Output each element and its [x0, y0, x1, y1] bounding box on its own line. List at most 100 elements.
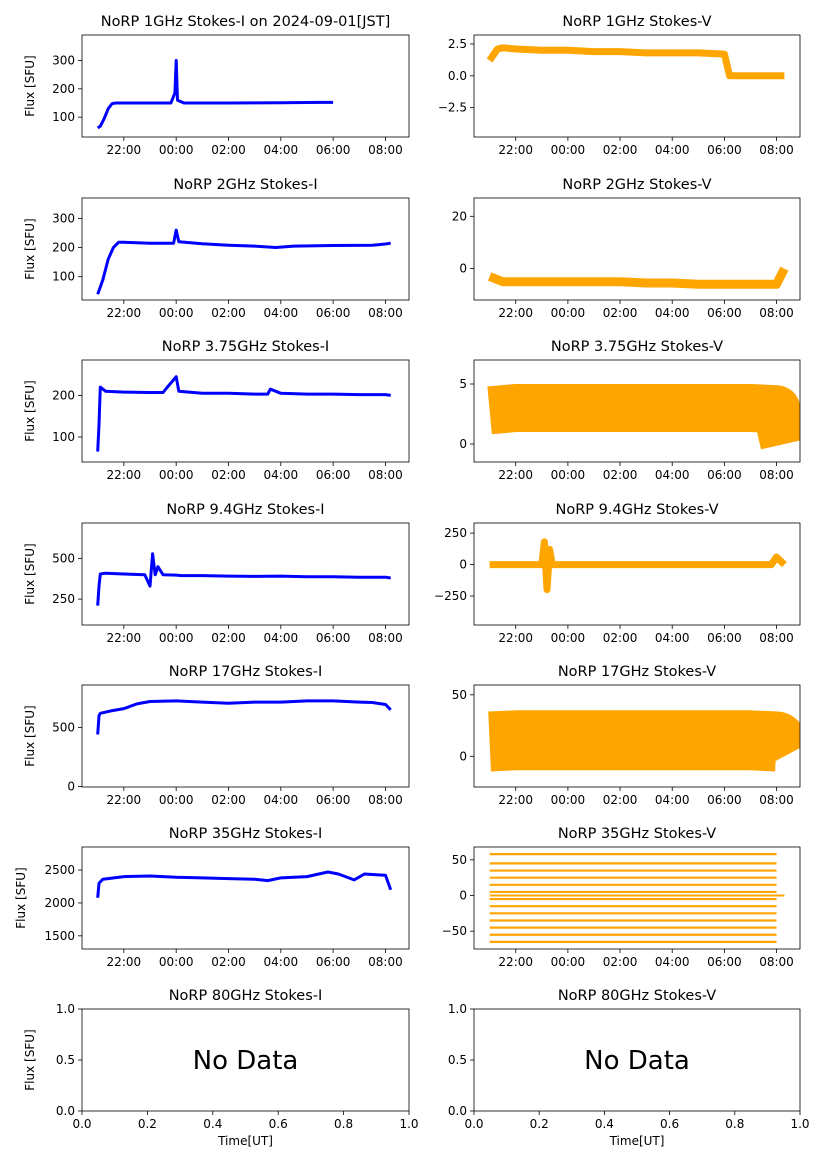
- axes-frame: [473, 684, 801, 788]
- x-tick-label: 06:00: [316, 793, 351, 807]
- panel-11: NoRP 35GHz Stokes-I 22:00 00:00 02:00 04:00 0…: [14, 826, 410, 969]
- x-tick-label: 08:00: [368, 955, 403, 969]
- x-tick-label: 00:00: [551, 468, 586, 482]
- x-tick-label: 02:00: [603, 143, 638, 157]
- no-data-label: No Data: [193, 1046, 299, 1076]
- panel-13: NoRP 80GHz Stokes-I 0.0 0.2 0.4 0.6 0.8 1.0 0.0…: [23, 988, 419, 1148]
- x-tick-label: 00:00: [159, 955, 194, 969]
- x-tick-label: 08:00: [368, 631, 403, 645]
- x-tick-label: 06:00: [316, 955, 351, 969]
- x-tick-label: 04:00: [264, 306, 299, 320]
- data-line: [485, 710, 800, 772]
- panel-5: NoRP 3.75GHz Stokes-I 22:00 00:00 02:00 04:0…: [23, 339, 410, 482]
- y-tick-label: 1500: [44, 929, 75, 943]
- panel-title: NoRP 35GHz Stokes-I: [169, 826, 323, 842]
- y-axis-label: Flux [SFU]: [23, 55, 37, 116]
- x-tick-label: 04:00: [655, 955, 690, 969]
- axes-frame: [473, 34, 801, 138]
- panel-12: NoRP 35GHz Stokes-V 22:00 00:00 02:00 04:00 0…: [442, 826, 801, 969]
- y-tick-label: 50: [452, 688, 467, 702]
- x-tick-label: 00:00: [551, 143, 586, 157]
- x-tick-label: 00:00: [159, 468, 194, 482]
- panel-title: NoRP 3.75GHz Stokes-V: [551, 339, 723, 355]
- axes-frame: [473, 359, 801, 463]
- panel-title: NoRP 2GHz Stokes-I: [173, 177, 317, 193]
- x-tick-label: 08:00: [759, 306, 794, 320]
- panel-7: NoRP 9.4GHz Stokes-I 22:00 00:00 02:00 04:00…: [23, 502, 410, 645]
- x-tick-label: 08:00: [759, 468, 794, 482]
- y-tick-label: 0.0: [448, 1104, 467, 1118]
- x-tick-label: 1.0: [790, 1117, 809, 1131]
- y-tick-label: 0.5: [448, 1053, 467, 1067]
- panel-title: NoRP 35GHz Stokes-V: [558, 826, 716, 842]
- x-tick-label: 04:00: [655, 306, 690, 320]
- x-axis-label: Time[UT]: [217, 1134, 273, 1148]
- axes-frame: [81, 684, 410, 788]
- panel-title: NoRP 17GHz Stokes-I: [169, 664, 323, 680]
- panel-1: NoRP 1GHz Stokes-I on 2024-09-01[JST] 22:…: [23, 14, 410, 157]
- panel-8: NoRP 9.4GHz Stokes-V 22:00 00:00 02:00 04:00…: [434, 502, 801, 645]
- y-tick-label: 0: [459, 749, 467, 763]
- x-tick-label: 1.0: [399, 1117, 418, 1131]
- panel-title: NoRP 1GHz Stokes-I on 2024-09-01[JST]: [101, 14, 391, 30]
- x-tick-label: 04:00: [264, 955, 299, 969]
- x-tick-label: 00:00: [551, 955, 586, 969]
- axes-frame: [81, 522, 410, 626]
- x-tick-label: 22:00: [107, 468, 142, 482]
- y-tick-label: 0: [67, 779, 75, 793]
- data-line: [96, 870, 393, 898]
- x-tick-label: 02:00: [211, 793, 246, 807]
- y-tick-label: 0: [459, 889, 467, 903]
- panel-3: NoRP 2GHz Stokes-I 22:00 00:00 02:00 04:00 06…: [23, 177, 410, 320]
- data-line: [487, 384, 800, 450]
- x-tick-label: 22:00: [498, 793, 533, 807]
- x-tick-label: 00:00: [159, 793, 194, 807]
- data-line: [96, 552, 391, 606]
- x-tick-label: 02:00: [603, 631, 638, 645]
- y-tick-label: 0.5: [56, 1053, 75, 1067]
- y-tick-label: 0: [459, 262, 467, 276]
- y-tick-label: 200: [52, 82, 75, 96]
- x-tick-label: 06:00: [707, 955, 742, 969]
- x-tick-label: 02:00: [211, 468, 246, 482]
- y-tick-label: 0: [459, 437, 467, 451]
- panel-title: NoRP 2GHz Stokes-V: [562, 177, 711, 193]
- x-tick-label: 0.2: [530, 1117, 549, 1131]
- data-line: [96, 375, 391, 452]
- panel-4: NoRP 2GHz Stokes-V 22:00 00:00 02:00 04:00 06…: [452, 177, 801, 320]
- axes-frame: [81, 197, 410, 301]
- y-tick-label: 0: [459, 558, 467, 572]
- x-tick-label: 06:00: [707, 468, 742, 482]
- x-tick-label: 06:00: [316, 143, 351, 157]
- x-tick-label: 22:00: [107, 793, 142, 807]
- x-tick-label: 04:00: [655, 631, 690, 645]
- x-tick-label: 02:00: [603, 306, 638, 320]
- y-tick-label: −50: [442, 924, 467, 938]
- panel-10: NoRP 17GHz Stokes-V 22:00 00:00 02:00 04:00 0…: [452, 664, 801, 807]
- y-tick-label: 500: [52, 552, 75, 566]
- x-tick-label: 0.4: [595, 1117, 614, 1131]
- x-tick-label: 22:00: [107, 631, 142, 645]
- x-tick-label: 06:00: [316, 306, 351, 320]
- x-tick-label: 02:00: [603, 955, 638, 969]
- panel-2: NoRP 1GHz Stokes-V 22:00 00:00 02:00 04:00 06…: [438, 14, 801, 157]
- y-axis-label: Flux [SFU]: [14, 867, 28, 928]
- data-line: [486, 44, 785, 80]
- x-tick-label: 04:00: [655, 143, 690, 157]
- y-tick-label: 20: [452, 209, 467, 223]
- y-tick-label: 200: [52, 388, 75, 402]
- panel-6: NoRP 3.75GHz Stokes-V 22:00 00:00 02:00 04:0…: [459, 339, 801, 482]
- data-line: [489, 538, 787, 594]
- x-tick-label: 08:00: [759, 793, 794, 807]
- x-tick-label: 08:00: [368, 306, 403, 320]
- x-tick-label: 02:00: [211, 143, 246, 157]
- x-tick-label: 0.2: [138, 1117, 157, 1131]
- x-tick-label: 22:00: [498, 143, 533, 157]
- x-tick-label: 08:00: [368, 143, 403, 157]
- y-tick-label: 1.0: [56, 1002, 75, 1016]
- y-axis-label: Flux [SFU]: [23, 218, 37, 279]
- x-tick-label: 00:00: [551, 306, 586, 320]
- data-line: [487, 266, 789, 289]
- x-tick-label: 04:00: [264, 468, 299, 482]
